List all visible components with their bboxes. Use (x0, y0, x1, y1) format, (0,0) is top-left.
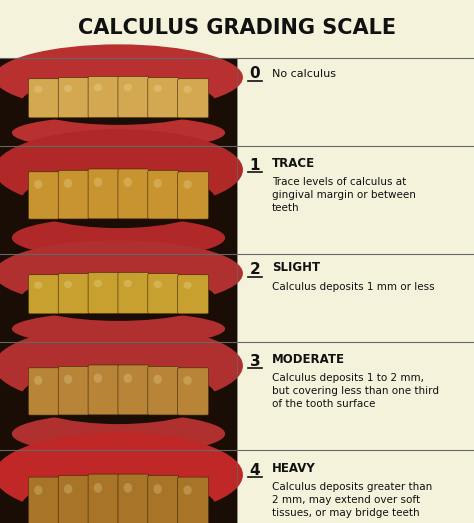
Text: 4: 4 (250, 463, 260, 478)
Ellipse shape (12, 217, 225, 258)
Ellipse shape (124, 373, 132, 383)
Bar (0, 450, 237, 523)
Ellipse shape (34, 376, 43, 385)
Text: 3: 3 (250, 354, 260, 369)
Ellipse shape (21, 79, 216, 125)
Text: No calculus: No calculus (272, 69, 336, 79)
Ellipse shape (154, 484, 162, 494)
FancyBboxPatch shape (88, 169, 119, 219)
Text: 1: 1 (250, 158, 260, 173)
Ellipse shape (12, 116, 225, 150)
Ellipse shape (183, 485, 192, 495)
FancyBboxPatch shape (148, 170, 179, 219)
Text: Trace levels of calculus at
gingival margin or between
teeth: Trace levels of calculus at gingival mar… (272, 177, 416, 213)
FancyBboxPatch shape (178, 172, 209, 219)
Ellipse shape (0, 44, 243, 110)
Ellipse shape (94, 177, 102, 187)
FancyBboxPatch shape (148, 367, 179, 415)
FancyBboxPatch shape (148, 475, 179, 523)
Bar (0, 254, 237, 342)
Ellipse shape (21, 275, 216, 321)
Ellipse shape (64, 179, 73, 188)
Bar (0, 58, 237, 146)
Ellipse shape (34, 485, 43, 495)
FancyBboxPatch shape (88, 365, 119, 415)
FancyBboxPatch shape (58, 274, 89, 314)
Bar (237, 342, 474, 450)
FancyBboxPatch shape (118, 272, 149, 314)
Text: Calculus deposits 1 mm or less: Calculus deposits 1 mm or less (272, 282, 435, 292)
Ellipse shape (183, 86, 192, 93)
Ellipse shape (12, 413, 225, 454)
Ellipse shape (154, 375, 162, 384)
Ellipse shape (183, 376, 192, 385)
Bar (237, 58, 474, 146)
Ellipse shape (124, 177, 132, 187)
Ellipse shape (64, 281, 73, 288)
FancyBboxPatch shape (88, 474, 119, 523)
Ellipse shape (64, 484, 73, 494)
Ellipse shape (34, 86, 43, 93)
Ellipse shape (12, 312, 225, 346)
FancyBboxPatch shape (178, 368, 209, 415)
Ellipse shape (64, 85, 73, 92)
Bar (237, 450, 474, 523)
FancyBboxPatch shape (88, 76, 119, 118)
FancyBboxPatch shape (148, 77, 179, 118)
Ellipse shape (124, 84, 132, 92)
Bar (0, 146, 237, 254)
FancyBboxPatch shape (58, 170, 89, 219)
Ellipse shape (94, 483, 102, 493)
FancyBboxPatch shape (178, 477, 209, 523)
FancyBboxPatch shape (28, 368, 59, 415)
Ellipse shape (183, 180, 192, 189)
FancyBboxPatch shape (28, 172, 59, 219)
Text: CALCULUS GRADING SCALE: CALCULUS GRADING SCALE (78, 18, 396, 38)
Text: Calculus deposits greater than
2 mm, may extend over soft
tissues, or may bridge: Calculus deposits greater than 2 mm, may… (272, 482, 432, 518)
Ellipse shape (34, 282, 43, 289)
Ellipse shape (0, 325, 243, 406)
FancyBboxPatch shape (58, 77, 89, 118)
Ellipse shape (21, 477, 216, 523)
Text: MODERATE: MODERATE (272, 353, 345, 366)
Ellipse shape (21, 368, 216, 424)
Ellipse shape (124, 280, 132, 287)
FancyBboxPatch shape (58, 475, 89, 523)
FancyBboxPatch shape (178, 79, 209, 118)
Ellipse shape (154, 281, 162, 288)
Text: Calculus deposits 1 to 2 mm,
but covering less than one third
of the tooth surfa: Calculus deposits 1 to 2 mm, but coverin… (272, 373, 439, 409)
Bar (237, 146, 474, 254)
FancyBboxPatch shape (88, 272, 119, 314)
Ellipse shape (94, 373, 102, 383)
FancyBboxPatch shape (118, 474, 149, 523)
FancyBboxPatch shape (118, 365, 149, 415)
Ellipse shape (94, 84, 102, 92)
FancyBboxPatch shape (28, 477, 59, 523)
Ellipse shape (21, 172, 216, 228)
Text: SLIGHT: SLIGHT (272, 262, 320, 275)
Ellipse shape (64, 375, 73, 384)
Text: 2: 2 (250, 263, 260, 277)
Ellipse shape (0, 433, 243, 517)
FancyBboxPatch shape (118, 76, 149, 118)
Bar (237, 254, 474, 342)
Text: 0: 0 (250, 66, 260, 82)
FancyBboxPatch shape (58, 367, 89, 415)
FancyBboxPatch shape (28, 79, 59, 118)
Text: TRACE: TRACE (272, 157, 315, 170)
Ellipse shape (183, 282, 192, 289)
Ellipse shape (34, 180, 43, 189)
FancyBboxPatch shape (148, 274, 179, 314)
Ellipse shape (124, 483, 132, 493)
Ellipse shape (0, 241, 243, 306)
FancyBboxPatch shape (28, 275, 59, 314)
Text: HEAVY: HEAVY (272, 462, 316, 475)
Ellipse shape (0, 129, 243, 210)
Ellipse shape (154, 85, 162, 92)
FancyBboxPatch shape (178, 275, 209, 314)
Ellipse shape (94, 280, 102, 287)
Ellipse shape (154, 179, 162, 188)
FancyBboxPatch shape (118, 169, 149, 219)
Bar (0, 342, 237, 450)
